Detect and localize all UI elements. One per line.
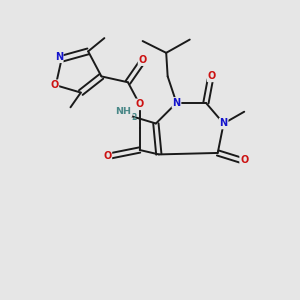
Text: N: N — [172, 98, 181, 108]
Text: O: O — [50, 80, 58, 90]
Text: O: O — [136, 99, 144, 110]
Text: N: N — [220, 118, 228, 128]
Text: O: O — [103, 151, 111, 161]
Text: O: O — [139, 55, 147, 65]
Text: NH: NH — [116, 107, 131, 116]
Text: O: O — [208, 71, 216, 81]
Text: O: O — [240, 155, 248, 165]
Text: 2: 2 — [132, 113, 137, 122]
Text: N: N — [55, 52, 63, 62]
